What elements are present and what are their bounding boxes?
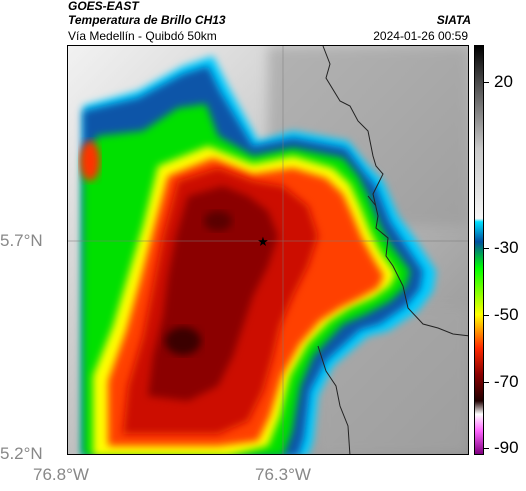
colorbar-tick-mark (484, 248, 489, 250)
colorbar-tick-label: -30 (494, 238, 519, 258)
timestamp-label: 2024-01-26 00:59 (373, 29, 468, 43)
longitude-tick-label: 76.3°W (255, 465, 311, 484)
location-marker[interactable]: ★ (257, 235, 269, 250)
colorbar-tick-mark (484, 448, 489, 450)
colorbar-tick-mark (484, 381, 489, 383)
cold-core (165, 327, 201, 355)
cold-core-north (204, 211, 232, 231)
colorbar-tick-label: -50 (494, 305, 519, 324)
credit-label: SIATA (436, 13, 471, 27)
latitude-tick-label: 5.7°N (0, 231, 43, 250)
department-boundary (317, 46, 468, 454)
product-title: Temperatura de Brillo CH13 (68, 13, 226, 27)
colorbar-tick-label: 20 (494, 71, 513, 91)
satellite-map[interactable]: ★ (67, 45, 469, 455)
colorbar-tick-label: -70 (494, 371, 519, 391)
colorbar-tick-mark (484, 81, 489, 83)
map-canvas: ★ (68, 46, 468, 454)
gridlines (68, 46, 468, 454)
latitude-tick-label: 5.2°N (0, 444, 43, 463)
region-subtitle: Vía Medellín - Quibdó 50km (68, 29, 217, 43)
colorbar-tick-label: -90 (494, 438, 519, 458)
colorbar (474, 45, 484, 455)
cloud-layer (80, 56, 436, 454)
longitude-tick-label: 76.8°W (33, 465, 89, 484)
colorbar-tick-mark (484, 315, 489, 316)
satellite-title: GOES-EAST (68, 0, 139, 13)
